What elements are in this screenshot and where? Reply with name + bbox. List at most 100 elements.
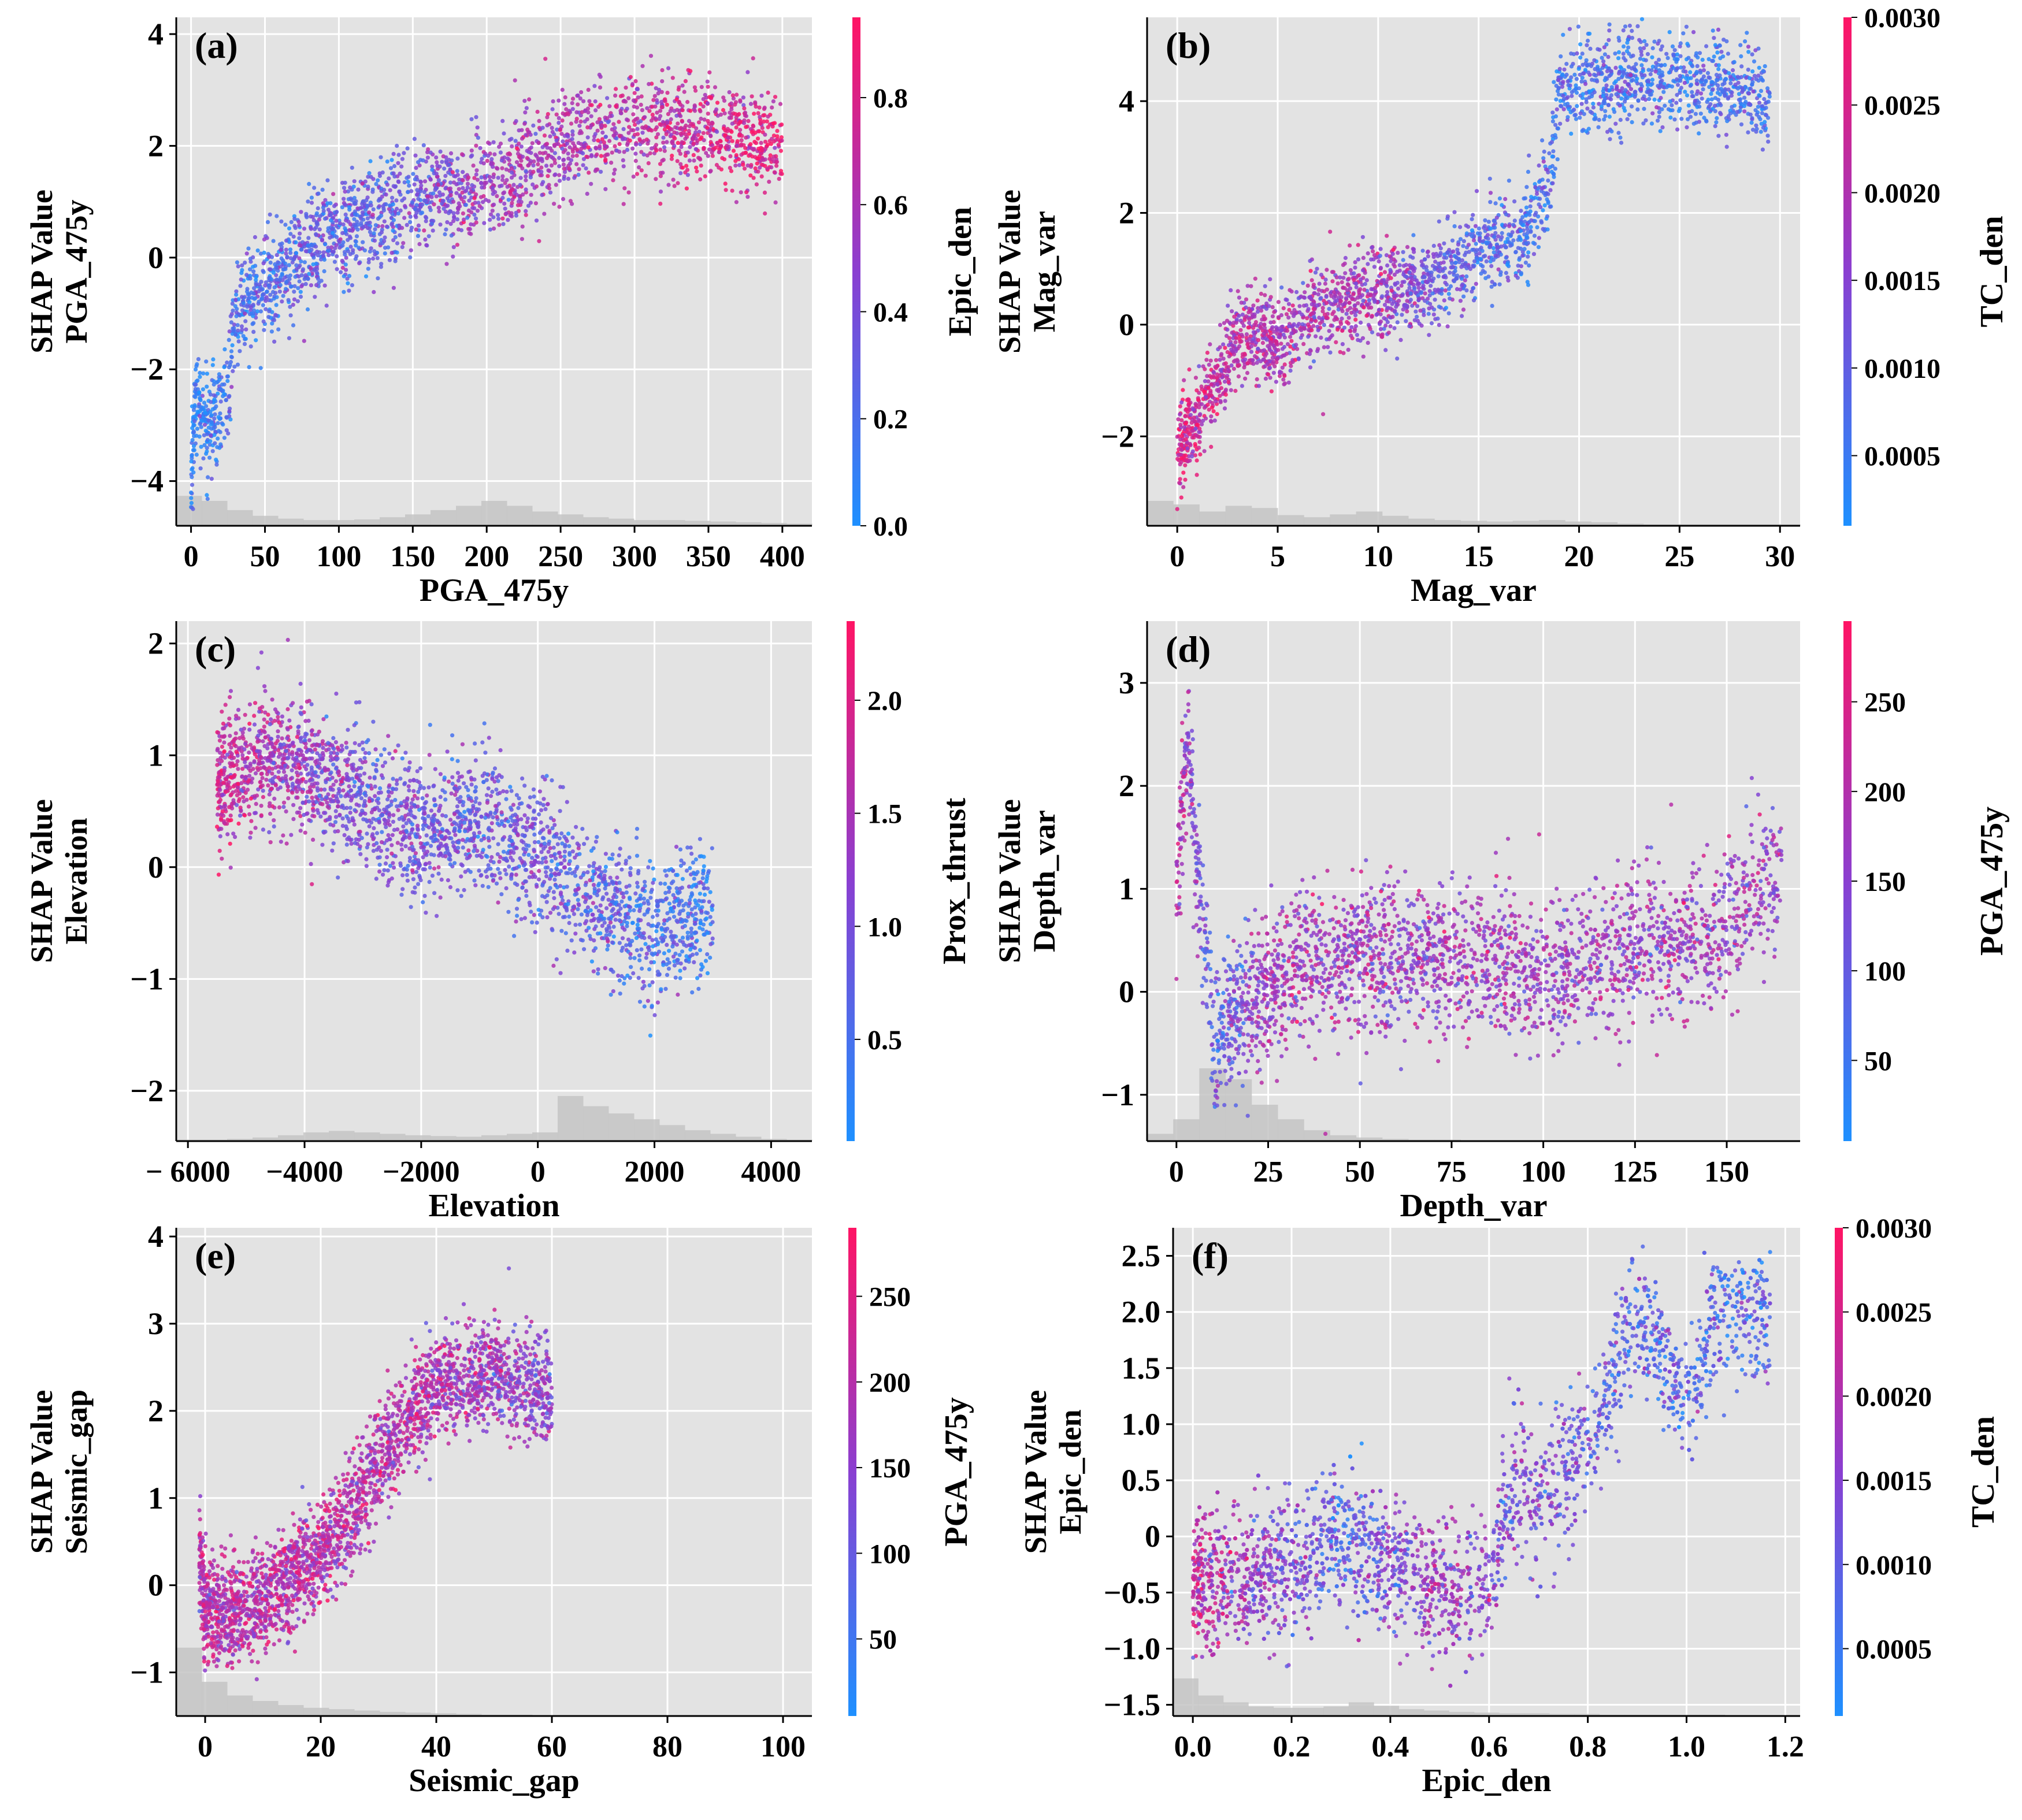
- scatter-point: [378, 197, 383, 202]
- scatter-point: [409, 189, 414, 194]
- scatter-point: [371, 207, 376, 211]
- scatter-point: [696, 120, 702, 125]
- scatter-point: [1303, 290, 1307, 295]
- scatter-point: [191, 470, 196, 475]
- scatter-point: [721, 95, 726, 100]
- scatter-point: [677, 99, 681, 104]
- scatter-point: [1194, 422, 1199, 427]
- scatter-point: [719, 167, 724, 172]
- scatter-point: [354, 199, 358, 203]
- scatter-point: [1475, 248, 1479, 252]
- scatter-point: [332, 259, 337, 264]
- scatter-point: [507, 138, 512, 142]
- y-tick-label: 2: [148, 128, 164, 163]
- scatter-point: [708, 169, 713, 173]
- scatter-point: [1616, 50, 1622, 54]
- scatter-point: [1721, 54, 1726, 59]
- panel-a: 0 50 100 150 200 250 300 350 400−4−2024PGA_475yS…: [24, 17, 978, 608]
- scatter-point: [650, 112, 655, 117]
- scatter-point: [533, 201, 539, 206]
- scatter-point: [677, 148, 681, 153]
- scatter-point: [262, 250, 266, 255]
- scatter-point: [268, 267, 273, 272]
- scatter-point: [396, 179, 400, 184]
- panels: 0 50 100 150 200 250 300 350 400−4−2024PGA_475yS…: [24, 3, 2010, 1799]
- scatter-point: [1343, 271, 1348, 276]
- scatter-point: [251, 291, 256, 296]
- scatter-point: [1516, 246, 1520, 250]
- scatter-point: [1268, 277, 1272, 281]
- scatter-point: [554, 112, 559, 117]
- scatter-point: [552, 144, 557, 148]
- scatter-point: [337, 239, 342, 244]
- scatter-point: [262, 328, 266, 332]
- scatter-point: [1379, 335, 1384, 339]
- scatter-point: [548, 190, 553, 195]
- scatter-point: [683, 170, 688, 175]
- scatter-point: [1270, 326, 1274, 331]
- scatter-point: [265, 220, 270, 224]
- scatter-point: [712, 147, 717, 151]
- scatter-point: [205, 445, 209, 450]
- scatter-point: [568, 199, 573, 203]
- scatter-point: [648, 128, 653, 132]
- scatter-point: [660, 68, 665, 73]
- scatter-point: [673, 125, 678, 129]
- scatter-point: [1729, 93, 1734, 98]
- scatter-point: [624, 117, 629, 122]
- scatter-point: [1766, 139, 1771, 144]
- scatter-point: [337, 221, 343, 226]
- scatter-point: [738, 98, 743, 103]
- scatter-point: [274, 277, 279, 282]
- scatter-point: [355, 220, 359, 224]
- scatter-point: [1496, 234, 1501, 239]
- scatter-point: [348, 244, 353, 249]
- scatter-point: [692, 85, 697, 90]
- scatter-point: [1219, 386, 1224, 391]
- scatter-point: [506, 198, 511, 202]
- scatter-point: [734, 125, 739, 130]
- scatter-point: [1638, 40, 1643, 44]
- scatter-point: [566, 134, 570, 139]
- scatter-point: [771, 121, 776, 126]
- scatter-point: [1688, 61, 1693, 65]
- scatter-point: [1489, 284, 1494, 289]
- scatter-point: [347, 288, 351, 293]
- scatter-point: [1483, 218, 1487, 222]
- scatter-point: [279, 248, 283, 252]
- scatter-point: [511, 183, 516, 187]
- scatter-point: [239, 277, 243, 282]
- scatter-point: [1358, 339, 1363, 343]
- scatter-point: [662, 145, 667, 150]
- scatter-point: [299, 273, 304, 277]
- scatter-point: [687, 118, 692, 123]
- scatter-point: [1322, 345, 1326, 350]
- scatter-point: [651, 116, 655, 120]
- scatter-point: [1175, 507, 1179, 511]
- histogram-bar: [380, 517, 406, 526]
- scatter-point: [666, 66, 671, 70]
- scatter-point: [1431, 243, 1436, 248]
- scatter-point: [509, 192, 513, 196]
- scatter-point: [1507, 224, 1512, 228]
- colorbar-tick-label: 0.6: [873, 190, 908, 221]
- scatter-point: [472, 176, 477, 180]
- scatter-point: [641, 152, 646, 157]
- scatter-point: [1704, 79, 1708, 83]
- scatter-point: [1425, 280, 1430, 285]
- scatter-point: [1236, 374, 1241, 379]
- scatter-points: [189, 54, 784, 511]
- scatter-point: [462, 195, 467, 199]
- scatter-point: [367, 210, 372, 215]
- scatter-point: [225, 374, 229, 379]
- scatter-point: [1328, 229, 1333, 234]
- scatter-point: [382, 219, 387, 224]
- scatter-point: [199, 418, 204, 423]
- scatter-point: [1274, 341, 1279, 346]
- scatter-point: [773, 200, 778, 205]
- scatter-point: [650, 146, 654, 151]
- scatter-point: [447, 199, 451, 203]
- scatter-point: [258, 309, 263, 314]
- scatter-point: [205, 493, 209, 497]
- scatter-point: [1331, 310, 1336, 314]
